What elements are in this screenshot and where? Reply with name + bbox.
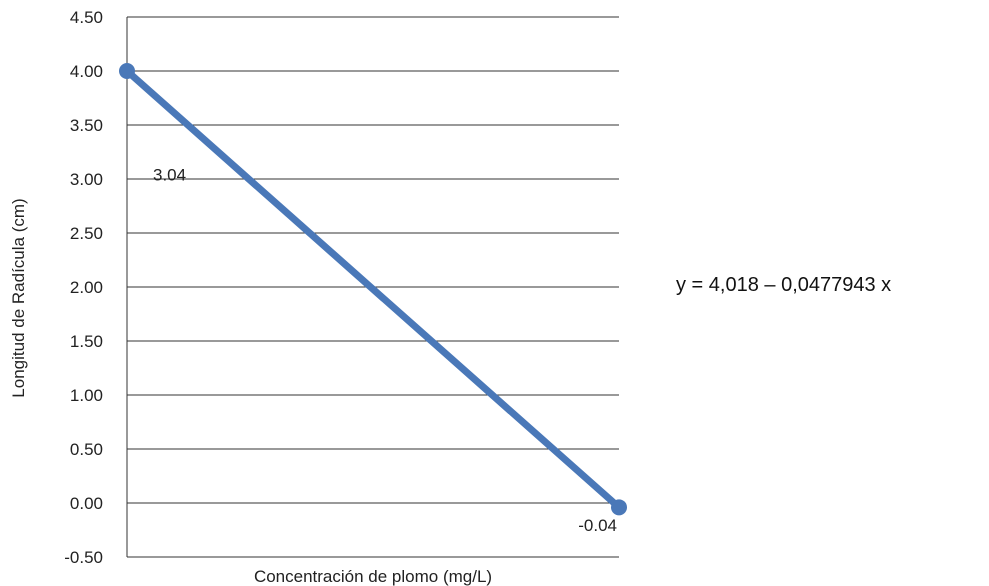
y-tick-label: 4.00 [70, 62, 103, 81]
y-tick-label: 2.00 [70, 278, 103, 297]
y-tick-label: 1.50 [70, 332, 103, 351]
series-layer [119, 63, 627, 516]
y-tick-label: 0.00 [70, 494, 103, 513]
data-point [611, 499, 627, 516]
y-axis-title: Longitud de Radícula (cm) [9, 198, 28, 397]
y-tick-label: 3.00 [70, 170, 103, 189]
data-label: -0.04 [578, 516, 617, 535]
y-tick-labels: 4.50 4.00 3.50 3.00 2.50 2.00 1.50 1.00 0.50 0.00… [64, 8, 103, 567]
y-tick-label: 2.50 [70, 224, 103, 243]
y-tick-label: -0.50 [64, 548, 103, 567]
y-tick-label: 3.50 [70, 116, 103, 135]
x-axis-title: Concentración de plomo (mg/L) [254, 567, 492, 586]
data-labels: 3.04 -0.04 [153, 166, 617, 535]
regression-equation: y = 4,018 – 0,0477943 x [676, 274, 891, 296]
data-point [119, 63, 135, 79]
y-tick-label: 0.50 [70, 440, 103, 459]
data-label: 3.04 [153, 166, 186, 185]
y-tick-label: 1.00 [70, 386, 103, 405]
series-line [123, 67, 623, 511]
y-tick-label: 4.50 [70, 8, 103, 27]
